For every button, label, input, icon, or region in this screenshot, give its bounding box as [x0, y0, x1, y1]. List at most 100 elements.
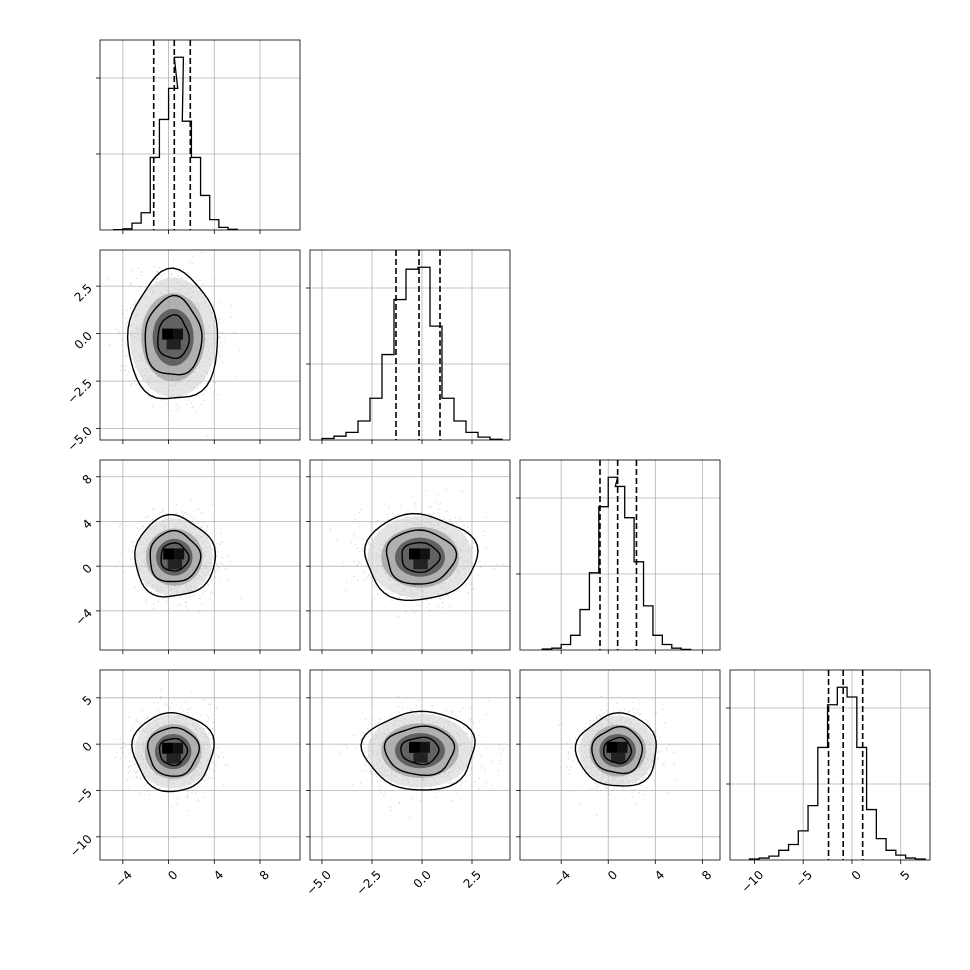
panel-content [100, 250, 300, 440]
density-core [611, 752, 626, 763]
density-core [420, 741, 430, 753]
histogram [748, 686, 926, 860]
panel-frame [99, 669, 301, 861]
scatter-panel-0-3 [99, 669, 301, 861]
histogram [541, 476, 692, 650]
x-tick-label: 4 [211, 868, 226, 883]
panel-content [100, 670, 300, 860]
contour-line [157, 314, 190, 360]
x-tick-label: 0 [165, 868, 180, 883]
ticks-0-2 [96, 476, 261, 654]
y-tick-label: 8 [80, 472, 95, 487]
y-tick-label: −5.0 [64, 424, 95, 455]
panel-content [310, 670, 510, 860]
scatter-panel-2-3 [519, 669, 721, 861]
contour-line [131, 711, 215, 793]
y-tick-label: −2.5 [64, 376, 95, 407]
ticks-3-3 [753, 860, 902, 864]
contour-line [383, 725, 456, 776]
contour-line [126, 267, 219, 400]
y-tick-label: 0 [80, 739, 95, 754]
density-core [409, 548, 420, 560]
scatter-panel-1-3 [309, 669, 511, 861]
y-tick-label: 0 [80, 561, 95, 576]
histogram [113, 56, 238, 230]
x-tick-label: 2.5 [461, 868, 484, 891]
ticks-1-1 [321, 440, 473, 444]
x-tick-label: −4 [112, 868, 134, 890]
density-core [173, 742, 184, 754]
density-core [167, 559, 182, 570]
contour-line [591, 725, 643, 775]
panel-frame [99, 459, 301, 651]
contour-line [363, 512, 479, 601]
panel-frame [519, 669, 721, 861]
contour-line [400, 736, 440, 766]
x-tick-label: −5.0 [304, 868, 335, 899]
contour-line [158, 737, 189, 767]
density-core [413, 752, 428, 763]
density-core [162, 742, 174, 754]
histogram [321, 266, 503, 440]
density-core [606, 741, 618, 753]
ticks-0-1 [96, 285, 261, 444]
contour-line [134, 513, 217, 598]
ticks-2-2 [560, 650, 703, 654]
panel-frame [99, 249, 301, 441]
y-tick-label: 5 [80, 693, 95, 708]
contour-line [146, 726, 201, 777]
contour-line [603, 736, 633, 765]
x-tick-label: −10 [739, 868, 767, 896]
scatter-points [115, 500, 242, 613]
ticks-1-3 [306, 697, 473, 864]
density-core [617, 741, 628, 753]
density-core [162, 328, 174, 340]
scatter-panel-1-2 [309, 459, 511, 651]
x-tick-label: 8 [699, 868, 714, 883]
x-tick-label: 0 [605, 868, 620, 883]
panel-content [520, 670, 720, 860]
panel-frame [309, 669, 511, 861]
panel-frame [729, 669, 931, 861]
hist-panel-2 [516, 459, 721, 651]
x-tick-label: 4 [652, 868, 667, 883]
hist-panel-3 [726, 669, 931, 861]
ticks-2-3 [516, 697, 703, 864]
scatter-panel-0-1 [99, 249, 301, 441]
y-tick-label: 2.5 [72, 281, 95, 304]
contour-line [385, 529, 458, 585]
hist-panel-1 [306, 249, 511, 441]
x-tick-label: 8 [257, 868, 272, 883]
hist-panel-0 [96, 39, 301, 231]
density-core [166, 753, 181, 764]
contour-line [149, 529, 202, 583]
contour-line [160, 542, 190, 572]
density-core [173, 328, 184, 340]
scatter-panel-0-2 [99, 459, 301, 651]
panel-content [100, 460, 300, 650]
x-tick-label: −2.5 [354, 868, 385, 899]
panel-frame [309, 249, 511, 441]
y-tick-label: 0.0 [72, 329, 95, 352]
ticks-1-2 [306, 476, 473, 654]
panel-frame [519, 459, 721, 651]
density-core [413, 559, 428, 570]
contour-line [574, 712, 657, 787]
panel-frame [309, 459, 511, 651]
panel-content [310, 460, 510, 650]
y-tick-label: −4 [73, 606, 95, 628]
density-core [409, 741, 420, 753]
density-core [163, 548, 175, 560]
y-tick-label: 4 [80, 517, 95, 532]
contour-line [360, 710, 476, 791]
density-core [174, 548, 185, 560]
x-tick-label: 0 [849, 868, 864, 883]
y-tick-label: −5 [73, 786, 95, 808]
y-tick-label: −10 [67, 832, 95, 860]
x-tick-label: 0.0 [411, 868, 434, 891]
ticks-0-0 [122, 230, 261, 234]
density-core [166, 339, 181, 350]
panel-frame [99, 39, 301, 231]
x-tick-label: 5 [897, 868, 912, 883]
